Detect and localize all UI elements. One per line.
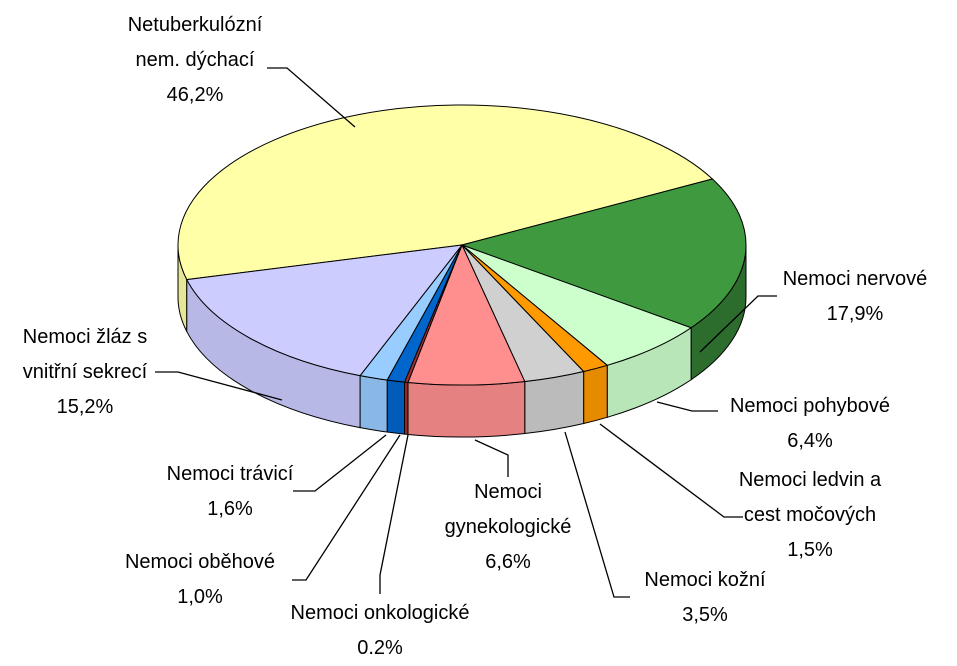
leader-line xyxy=(292,434,401,581)
category-label: Netuberkulózní nem. dýchací xyxy=(127,14,263,71)
value-label: 1,6% xyxy=(207,498,253,520)
slice-side xyxy=(403,381,409,435)
value-label: 6,6% xyxy=(485,551,531,573)
slice-label: Netuberkulózní nem. dýchací 46,2% xyxy=(128,8,263,113)
category-label: Nemoci oběhové xyxy=(124,551,276,573)
leader-line xyxy=(155,371,283,401)
slice-side xyxy=(583,364,608,425)
slice-label: Nemoci trávicí 1,6% xyxy=(167,457,294,527)
slice-label: Nemoci nervové 17,9% xyxy=(783,262,928,332)
slice xyxy=(177,104,714,281)
value-label: 3,5% xyxy=(682,604,728,626)
category-label: Nemoci ledvin a cest močových xyxy=(738,469,882,526)
slice-side xyxy=(407,380,526,438)
slice-label: Nemoci pohybové 6,4% xyxy=(730,389,890,459)
category-label: Nemoci pohybové xyxy=(729,395,891,417)
slice-label: Nemoci kožní 3,5% xyxy=(644,563,765,633)
slice xyxy=(407,243,526,386)
category-label: Nemoci nervové xyxy=(782,268,928,290)
category-label: Nemoci kožní xyxy=(644,569,766,591)
value-label: 1,5% xyxy=(787,539,833,561)
slice-label: Nemoci ledvin a cest močových 1,5% xyxy=(739,463,881,568)
category-label: Nemoci trávicí xyxy=(166,463,294,485)
value-label: 17,9% xyxy=(826,303,884,325)
category-label: Nemoci žláz s vnitřní sekrecí xyxy=(22,326,148,383)
leader-line xyxy=(564,431,630,598)
slice-label: Nemoci gynekologické 6,6% xyxy=(445,475,572,580)
slice-side xyxy=(359,375,388,433)
slice xyxy=(186,244,464,377)
slice-label: Nemoci onkologické 0.2% xyxy=(291,596,470,666)
leader-line xyxy=(474,439,509,477)
leader-line xyxy=(293,434,387,492)
value-label: 15,2% xyxy=(56,396,114,418)
slice xyxy=(461,244,693,366)
value-label: 0.2% xyxy=(357,637,403,659)
value-label: 1,0% xyxy=(177,586,223,608)
leader-line xyxy=(656,401,718,412)
slice xyxy=(460,178,747,329)
leader-line xyxy=(267,67,356,128)
slice-side xyxy=(386,379,405,435)
leader-line xyxy=(599,423,743,518)
value-label: 46,2% xyxy=(166,84,224,106)
slice-label: Nemoci oběhové 1,0% xyxy=(125,545,275,615)
slice-label: Nemoci žláz s vnitřní sekrecí 15,2% xyxy=(23,320,147,425)
category-label: Nemoci onkologické xyxy=(290,602,470,624)
category-label: Nemoci gynekologické xyxy=(444,481,572,538)
leader-line xyxy=(699,295,777,353)
leader-line xyxy=(379,434,409,594)
value-label: 6,4% xyxy=(787,430,833,452)
